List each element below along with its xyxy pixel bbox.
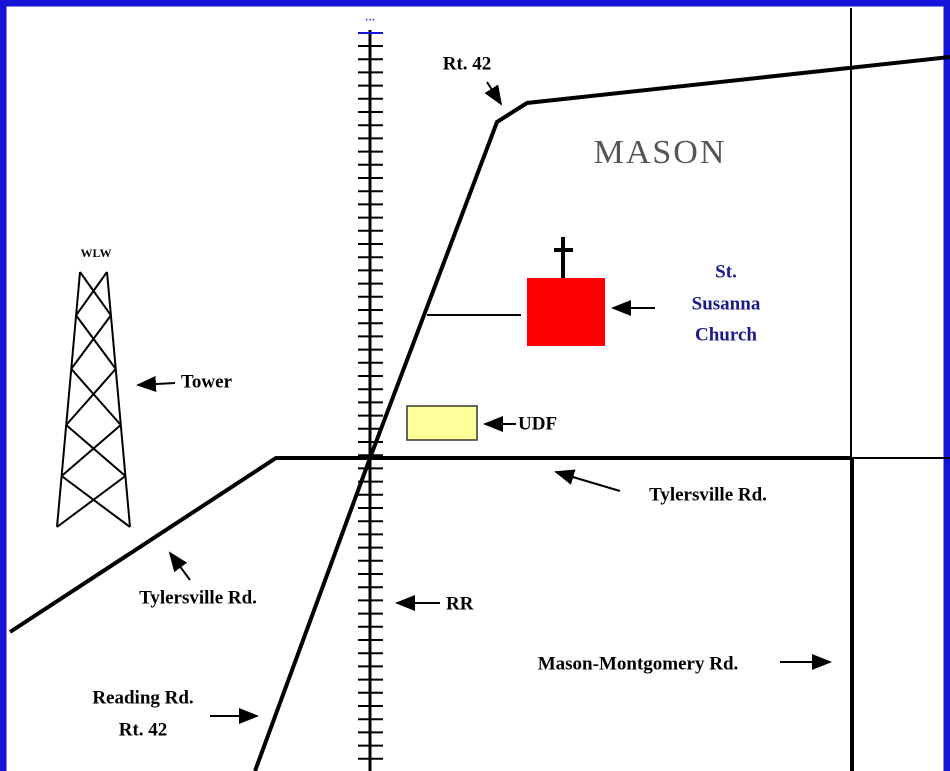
tower-brace bbox=[65, 424, 127, 477]
tower-brace bbox=[61, 475, 131, 528]
label: RR bbox=[446, 593, 474, 614]
church bbox=[527, 278, 605, 346]
arrow bbox=[554, 469, 621, 492]
label: St. bbox=[715, 261, 737, 282]
tower-brace bbox=[70, 314, 112, 370]
tylersville-road bbox=[8, 456, 852, 634]
town-label: MASON bbox=[594, 134, 727, 171]
svg-text:…: … bbox=[365, 12, 375, 23]
tower-brace bbox=[79, 271, 112, 316]
arrow bbox=[168, 551, 191, 581]
tower-brace bbox=[70, 368, 122, 426]
tower bbox=[56, 271, 131, 528]
label: Rt. 42 bbox=[119, 719, 168, 740]
label: Susanna bbox=[692, 293, 761, 314]
label: UDF bbox=[518, 413, 557, 434]
label: Tylersville Rd. bbox=[139, 587, 257, 608]
tower-brace bbox=[60, 424, 122, 477]
label: Church bbox=[695, 324, 757, 345]
tower-brace bbox=[75, 271, 108, 316]
label: Rt. 42 bbox=[443, 53, 492, 74]
tower-brace bbox=[65, 368, 117, 426]
label: Tylersville Rd. bbox=[649, 484, 767, 505]
label: WLW bbox=[81, 246, 112, 260]
route-42 bbox=[253, 55, 950, 771]
store bbox=[406, 405, 478, 441]
tower-brace bbox=[56, 475, 126, 528]
arrow bbox=[484, 81, 503, 106]
tower-brace bbox=[75, 314, 117, 370]
arrow bbox=[136, 376, 176, 393]
label: Reading Rd. bbox=[92, 687, 193, 708]
label: Mason-Montgomery Rd. bbox=[538, 653, 739, 674]
label: Tower bbox=[181, 371, 233, 392]
